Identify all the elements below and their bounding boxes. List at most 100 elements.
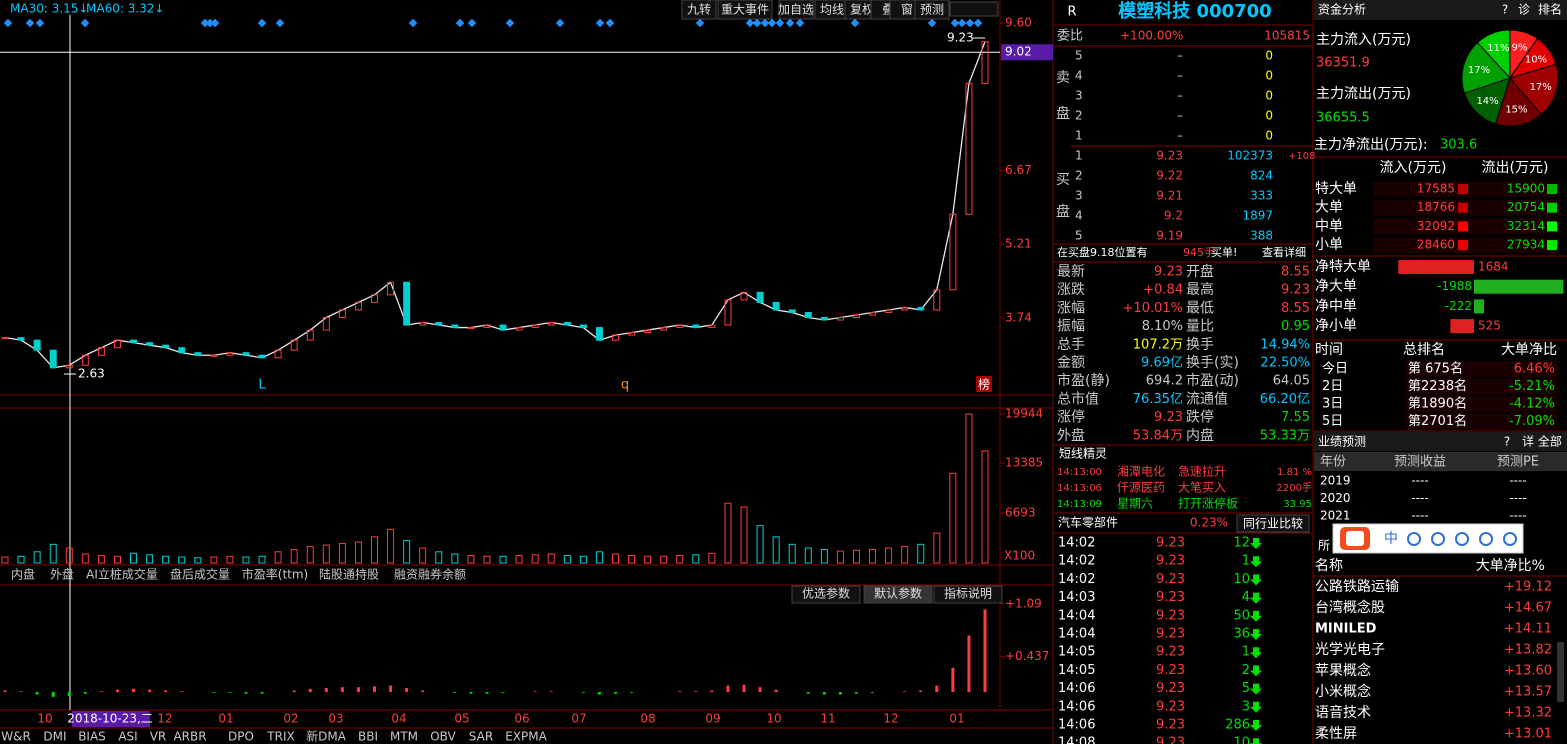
param-button[interactable]: 指标说明 <box>944 586 992 601</box>
column-header: 时间 <box>1315 342 1343 358</box>
indicator-tab[interactable]: 融资融券余额 <box>394 567 466 582</box>
indicator-tab[interactable]: 盘后成交量 <box>170 567 230 582</box>
candle <box>692 324 700 329</box>
weibi-label: 委比 <box>1057 29 1083 44</box>
sector-name[interactable]: 苹果概念 <box>1315 662 1371 679</box>
toolbar-button[interactable]: 九转 <box>687 2 711 17</box>
net-flow-value: -222 <box>1445 299 1472 313</box>
candle <box>483 324 491 329</box>
flow-name: 大单 <box>1315 200 1343 216</box>
toolbar-button[interactable]: 预测 <box>920 3 944 17</box>
net-flow-bar <box>1474 279 1564 294</box>
net-flow-name: 净中单 <box>1315 298 1357 314</box>
sector-name[interactable]: 柔性屏 <box>1315 726 1357 742</box>
indicator-tab[interactable]: DMI <box>43 730 66 744</box>
trade-volume: 3 <box>1242 699 1250 714</box>
field-value: 64.05 <box>1273 374 1310 389</box>
help-button[interactable]: ? <box>1504 435 1510 449</box>
indicator-tab[interactable]: W&R <box>1 730 31 744</box>
indicator-tab[interactable]: 陆股通持股 <box>319 567 379 582</box>
candle <box>354 301 362 311</box>
pie-label: 11% <box>1487 43 1509 54</box>
column-header: 年份 <box>1320 455 1346 470</box>
param-button[interactable]: 优选参数 <box>802 586 850 601</box>
flow-name: 小单 <box>1315 237 1343 253</box>
diag-button[interactable]: 诊 <box>1518 3 1530 17</box>
candle <box>852 314 860 318</box>
toolbar-button[interactable]: 窗 <box>901 3 913 17</box>
column-header: 总排名 <box>1403 342 1445 358</box>
low-annotation: 2.63 <box>78 367 105 381</box>
volume-bar <box>258 555 266 564</box>
field-label: 开盘 <box>1186 263 1214 280</box>
trade-arrow <box>1250 665 1262 677</box>
net-flow-bar <box>1450 319 1474 334</box>
candle <box>901 306 909 311</box>
sprite-stock: 湘潭电化 <box>1117 464 1165 479</box>
rank-button[interactable]: 排名 <box>1538 2 1562 17</box>
field-value: 8.10% <box>1142 319 1183 334</box>
field-label: 总手 <box>1057 337 1085 353</box>
pie-label: 9% <box>1512 42 1528 53</box>
rank-ratio: -4.12% <box>1509 397 1555 412</box>
toolbar-button[interactable]: 均线 <box>820 3 844 17</box>
net-flow-bar <box>1474 299 1484 314</box>
trade-time: 14:02 <box>1058 536 1095 551</box>
section-title: 资金分析 <box>1318 2 1366 17</box>
outflow-label: 主力流出(万元) <box>1316 86 1411 102</box>
param-button[interactable]: 默认参数 <box>874 586 922 601</box>
indicator-tab[interactable]: TRIX <box>266 730 294 744</box>
indicator-tab[interactable]: ASI <box>118 730 137 744</box>
side-label: 盘 <box>1056 105 1070 122</box>
indicator-tab[interactable]: MTM <box>390 730 418 744</box>
ime-icon <box>1479 532 1493 546</box>
indicator-tab[interactable]: BBI <box>358 730 378 744</box>
y-tick-label: 6693 <box>1005 505 1036 519</box>
sector-name[interactable]: 语音技术 <box>1315 704 1371 721</box>
field-value: 76.35亿 <box>1133 392 1183 407</box>
sector-name[interactable]: 公路铁路运输 <box>1315 579 1399 595</box>
indicator-tab[interactable]: DPO <box>228 730 254 744</box>
sector-tab[interactable]: 所 <box>1318 539 1330 553</box>
market-mark: R <box>1067 5 1076 20</box>
sector-name[interactable]: MINILED <box>1315 622 1377 637</box>
toolbar-button[interactable]: 复权 <box>850 3 874 17</box>
indicator-tab[interactable]: 市盈率(ttm) <box>242 567 308 582</box>
weibi-volume: 105815 <box>1264 29 1310 43</box>
indicator-tab[interactable]: BIAS <box>78 730 106 744</box>
flow-in: 32092 <box>1417 219 1455 233</box>
indicator-tab[interactable]: AI立桩成交量 <box>86 567 158 582</box>
candle <box>130 339 138 344</box>
help-button[interactable]: ? <box>1502 3 1508 17</box>
ime-mode[interactable]: 中 <box>1384 531 1398 547</box>
indicator-tab[interactable]: VR <box>150 730 167 744</box>
sector-name[interactable]: 光学光电子 <box>1315 642 1385 658</box>
indicator-tab[interactable]: OBV <box>430 730 456 744</box>
indicator-tab[interactable]: 外盘 <box>50 567 74 582</box>
candle <box>322 316 330 331</box>
notice[interactable]: 查看详细 <box>1262 245 1306 259</box>
volume-bar <box>403 540 411 564</box>
sector-name[interactable]: 台湾概念股 <box>1315 599 1385 616</box>
indicator-tab[interactable]: SAR <box>469 730 493 744</box>
sector-ratio: +13.60 <box>1504 664 1552 679</box>
indicator-tab[interactable]: 新DMA <box>306 729 347 744</box>
level-num: 2 <box>1075 169 1083 183</box>
industry-button[interactable]: 同行业比较 <box>1243 516 1303 531</box>
rank-period: 今日 <box>1322 361 1348 377</box>
sector-name[interactable]: 小米概念 <box>1315 683 1371 700</box>
volume-bar <box>949 472 957 564</box>
trade-volume: 12 <box>1233 536 1250 551</box>
net-flow-name: 净特大单 <box>1315 259 1371 275</box>
volume-bar <box>772 536 780 564</box>
forecast-links[interactable]: 详 全部 <box>1522 434 1562 449</box>
toolbar-button[interactable]: 加自选 <box>778 3 814 17</box>
indicator-tab[interactable]: 内盘 <box>11 567 35 582</box>
indicator-tab[interactable]: EXPMA <box>505 730 547 744</box>
trade-arrow <box>1250 701 1262 713</box>
rank-row-bg <box>1405 413 1557 430</box>
flow-in-mark <box>1458 240 1468 251</box>
indicator-tab[interactable]: ARBR <box>173 730 206 744</box>
sprite-time: 14:13:00 <box>1057 467 1102 478</box>
toolbar-button[interactable]: 重大事件 <box>721 3 769 17</box>
